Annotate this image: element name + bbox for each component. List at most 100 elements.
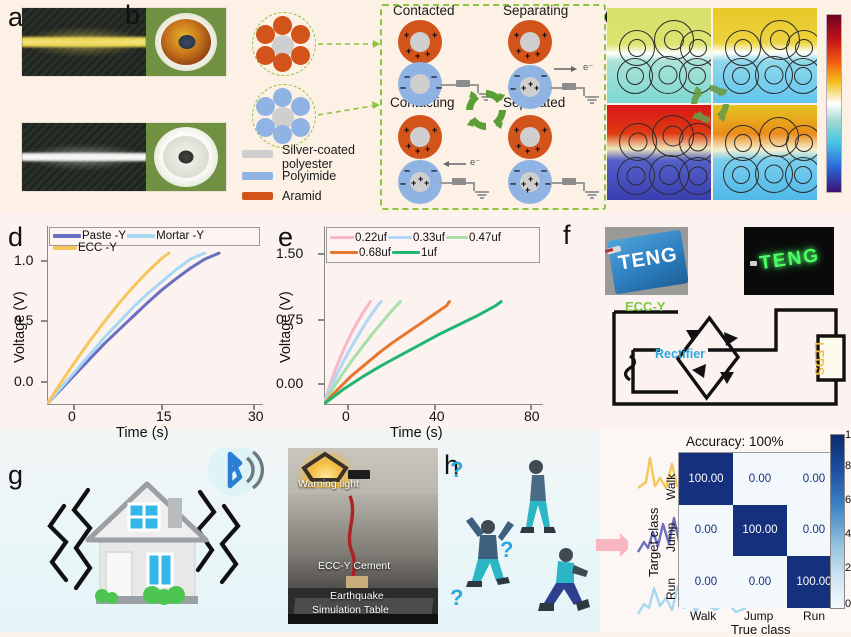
cm-row-label-walk: Walk [664,473,678,500]
chart-e-legend-item-2: 0.47uf [445,231,502,244]
chart-d-xlabel: Time (s) [116,425,169,441]
panel-label-b: b [125,0,141,30]
cm-cell-1-0: 0.00 [679,504,733,557]
polyimide-fiber-side-view [22,123,146,191]
circuit-load-label: LEDS [812,342,826,376]
panel-label-e: e [278,222,294,252]
confusion-matrix: 100.00 0.00 0.00 0.00 100.00 0.00 0.00 0… [640,429,851,637]
house-illustration [47,448,264,605]
series-line-0.47uf [324,300,402,404]
electron-label: e⁻ [583,62,594,73]
photo-label-warning-light: Warning light [298,478,359,490]
cm-colorbar-tick-40: 40 [845,528,851,540]
chart-d-legend-item-0: Paste -Y [53,230,127,242]
panel-label-a: a [8,2,24,32]
accuracy-title: Accuracy: 100% [686,434,784,449]
chart-e-xlabel: Time (s) [390,425,443,441]
sim-cycle-arrows-icon [691,85,729,123]
teng-source-symbol [626,356,635,380]
cm-colorbar-tick-20: 20 [845,562,851,574]
chart-e-xtick-1: 40 [429,408,445,424]
cycle-arrows-icon [466,90,506,130]
quake-lines-left [47,487,93,591]
chart-e-ytick-0: 0.00 [276,375,304,391]
chart-d-legend: Paste -Y Mortar -Y ECC -Y [49,227,260,254]
bundle-link-arrows [317,40,380,116]
house-chimney [168,498,182,528]
chart-d-xtick-2: 30 [248,408,264,424]
legend-label-aramid: Aramid [282,189,322,203]
chart-e-legend-item-4: 1uf [391,247,438,259]
potential-colorbar [826,14,842,193]
photo-label-earthquake: Earthquake [330,590,384,602]
cm-colorbar-tick-80: 80 [845,460,851,472]
cm-colorbar-tick-0: 0 [845,598,851,610]
chart-d-ytick-0: 0.0 [14,373,34,389]
arrow-icon [596,533,628,557]
teng-led-panel-daylight: TENG [605,227,688,295]
chart-e-legend: 0.22uf 0.33uf 0.47uf 0.68uf 1uf [326,227,540,263]
chart-e-legend-item-1: 0.33uf [387,231,446,244]
chart-d-legend-item-1: Mortar -Y [127,230,205,242]
chart-d-ytick-1: 0.5 [14,312,34,328]
panel-label-f: f [563,220,571,250]
electron-flow-arrow [443,161,466,167]
cm-col-label-walk: Walk [690,609,717,623]
comsol-simulation-grid [607,8,817,200]
chart-d-legend-label-1: Mortar -Y [156,230,205,242]
chart-e-xtick-2: 80 [524,408,540,424]
panel-label-d: d [8,222,24,252]
series-line-ECC -Y [47,251,171,404]
sim-quadrant-separating [713,8,817,103]
chart-panel-d: 1.0 0.5 0.0 0 15 30 Time (s) Voltage (V)… [0,213,280,441]
chart-e-xtick-0: 0 [342,408,350,424]
panel-a-image-top [22,8,226,76]
chart-e-legend-label-1: 0.33uf [412,231,445,244]
rectifier-circuit-diagram [600,298,851,422]
walking-person-icon [520,460,556,533]
cm-row-label-jump: Jump [664,522,678,552]
svg-text:?: ? [450,585,463,610]
running-person-icon [538,548,590,611]
chart-e-legend-item-0: 0.22uf [330,232,388,244]
chart-d-legend-item-2: ECC -Y [53,242,118,254]
photo-label-cement: ECC-Y Cement [318,560,391,572]
series-line-1uf [324,300,503,404]
sim-quadrant-separated [713,105,817,200]
jumping-person-icon [466,517,514,587]
chart-d-xtick-1: 15 [156,408,172,424]
chart-panel-e: 1.50 0.75 0.00 0 40 80 Time (s) Voltage … [272,213,562,441]
sim-quadrant-contacting [607,105,711,200]
aramid-ring-contacting [398,115,442,159]
aramid-bundle-outline [252,12,316,76]
chart-e-legend-label-2: 0.47uf [468,231,501,244]
cm-col-label-run: Run [803,609,826,623]
diode-symbols [686,330,738,384]
cm-colorbar-tick-60: 60 [845,494,851,506]
cm-row-label-run: Run [664,577,678,600]
polyimide-ring-separating [508,65,552,109]
series-line-0.68uf [324,300,451,404]
series-line-0.33uf [324,300,383,404]
cm-ylabel: Target class [646,507,661,577]
bluetooth-icon [227,450,264,490]
cm-cell-2-0: 0.00 [679,556,733,608]
chart-e-ylabel: Voltage (V) [278,291,294,363]
panel-a-image-bottom [22,123,226,191]
chart-e-ytick-2: 1.50 [276,245,304,261]
confusion-matrix-colorbar [830,434,845,609]
polyimide-ring-contacted [398,62,442,106]
legend-label-silver: Silver-coated polyester [282,143,355,171]
svg-text:?: ? [450,457,463,482]
ground-symbol [584,191,600,199]
leds-load-box [818,336,844,380]
aramid-fiber-side-view [22,8,146,76]
state-label-contacted: Contacted [393,3,455,18]
chart-e-legend-label-3: 0.68uf [359,246,391,259]
circuit-source-label: ECC-Y [625,299,666,314]
panel-label-h: h [444,450,460,480]
aramid-ring-separating [508,20,552,64]
series-line-Mortar -Y [47,251,207,404]
chart-e-legend-item-3: 0.68uf [330,247,392,259]
